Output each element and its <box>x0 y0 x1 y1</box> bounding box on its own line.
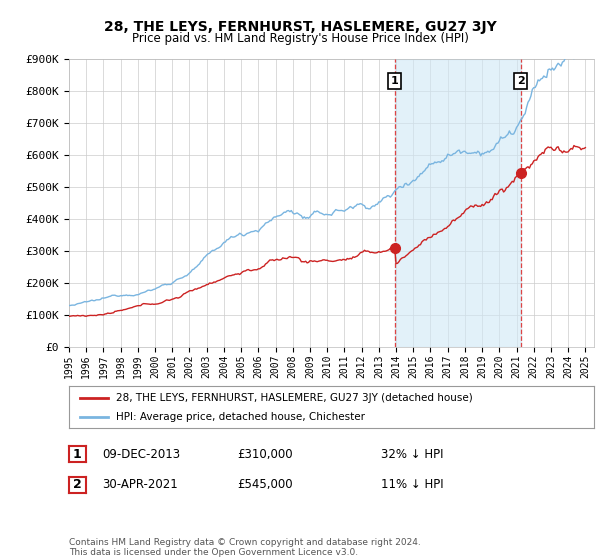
Text: Price paid vs. HM Land Registry's House Price Index (HPI): Price paid vs. HM Land Registry's House … <box>131 32 469 45</box>
Text: 2: 2 <box>73 478 82 492</box>
Text: 28, THE LEYS, FERNHURST, HASLEMERE, GU27 3JY: 28, THE LEYS, FERNHURST, HASLEMERE, GU27… <box>104 20 496 34</box>
Text: 30-APR-2021: 30-APR-2021 <box>102 478 178 492</box>
Text: HPI: Average price, detached house, Chichester: HPI: Average price, detached house, Chic… <box>116 412 365 422</box>
Text: 11% ↓ HPI: 11% ↓ HPI <box>381 478 443 492</box>
Text: 28, THE LEYS, FERNHURST, HASLEMERE, GU27 3JY (detached house): 28, THE LEYS, FERNHURST, HASLEMERE, GU27… <box>116 393 473 403</box>
Text: 1: 1 <box>391 76 398 86</box>
Text: 09-DEC-2013: 09-DEC-2013 <box>102 447 180 461</box>
Bar <box>395 59 521 347</box>
Text: 2: 2 <box>517 76 525 86</box>
Text: £545,000: £545,000 <box>237 478 293 492</box>
Text: Contains HM Land Registry data © Crown copyright and database right 2024.
This d: Contains HM Land Registry data © Crown c… <box>69 538 421 557</box>
Text: 1: 1 <box>73 447 82 461</box>
Text: £310,000: £310,000 <box>237 447 293 461</box>
Text: 32% ↓ HPI: 32% ↓ HPI <box>381 447 443 461</box>
